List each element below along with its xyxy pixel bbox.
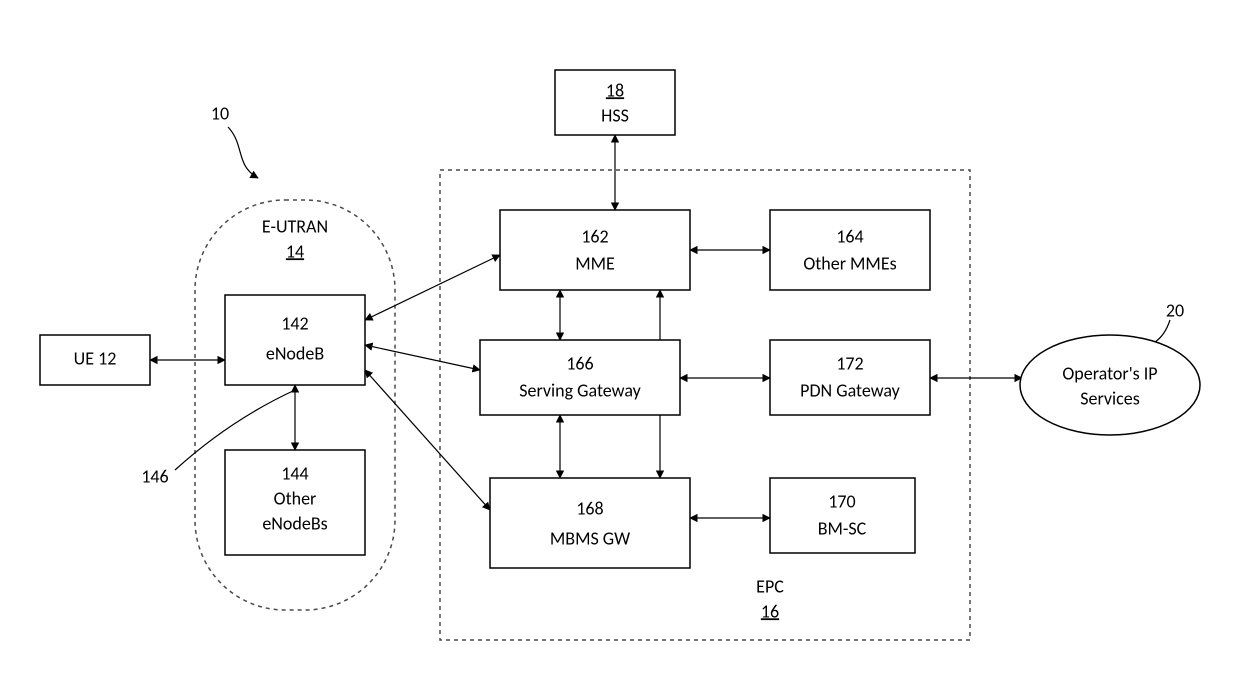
node-pgw-ref: 172 xyxy=(836,352,863,374)
edge-enodeb-mbms xyxy=(365,370,490,510)
region-eutran-ref: 14 xyxy=(286,240,304,262)
node-pgw xyxy=(770,340,930,415)
node-sgw-label: Serving Gateway xyxy=(519,379,641,401)
node-mbms-label: MBMS GW xyxy=(550,527,630,549)
node-enodeb-ref: 142 xyxy=(281,312,308,334)
node-operator-ip-ref: 20 xyxy=(1166,299,1184,321)
node-hss-label: HSS xyxy=(601,104,629,126)
network-diagram: E-UTRAN 14 EPC 16 10 146 UE 12 142 eNode… xyxy=(0,0,1240,680)
node-enodeb xyxy=(225,295,365,385)
operator-ip-pointer xyxy=(1155,320,1170,342)
node-mme xyxy=(500,210,690,290)
edge-enodeb-mme xyxy=(365,255,500,320)
callout-interface-ref: 146 xyxy=(141,465,168,487)
node-mbms-ref: 168 xyxy=(576,497,603,519)
node-bmsc-ref: 170 xyxy=(828,490,855,512)
region-eutran-label: E-UTRAN xyxy=(262,215,328,237)
node-sgw-ref: 166 xyxy=(566,352,593,374)
node-operator-ip xyxy=(1020,335,1200,435)
node-bmsc-label: BM-SC xyxy=(818,517,867,539)
node-mme-label: MME xyxy=(575,252,615,274)
node-other-enodebs-l2: eNodeBs xyxy=(262,512,327,534)
callout-system-ref: 10 xyxy=(211,102,229,124)
region-epc-label: EPC xyxy=(756,575,784,597)
edge-enodeb-sgw xyxy=(365,345,480,370)
node-other-enodebs-ref: 144 xyxy=(281,462,308,484)
node-other-mmes-label: Other MMEs xyxy=(803,252,896,274)
node-other-mmes xyxy=(770,210,930,290)
node-other-mmes-ref: 164 xyxy=(836,225,863,247)
callout-system-arrow xyxy=(228,127,258,178)
node-bmsc xyxy=(770,478,915,553)
node-operator-ip-l2: Services xyxy=(1080,387,1140,409)
node-pgw-label: PDN Gateway xyxy=(800,379,901,401)
node-operator-ip-l1: Operator's IP xyxy=(1062,362,1157,384)
node-mme-ref: 162 xyxy=(581,225,608,247)
region-epc-ref: 16 xyxy=(761,600,779,622)
node-sgw xyxy=(480,340,680,415)
node-hss-ref: 18 xyxy=(606,79,624,101)
node-other-enodebs-l1: Other xyxy=(274,487,317,509)
node-enodeb-label: eNodeB xyxy=(266,342,324,364)
node-ue-label: UE 12 xyxy=(74,347,117,369)
node-mbms xyxy=(490,478,690,568)
